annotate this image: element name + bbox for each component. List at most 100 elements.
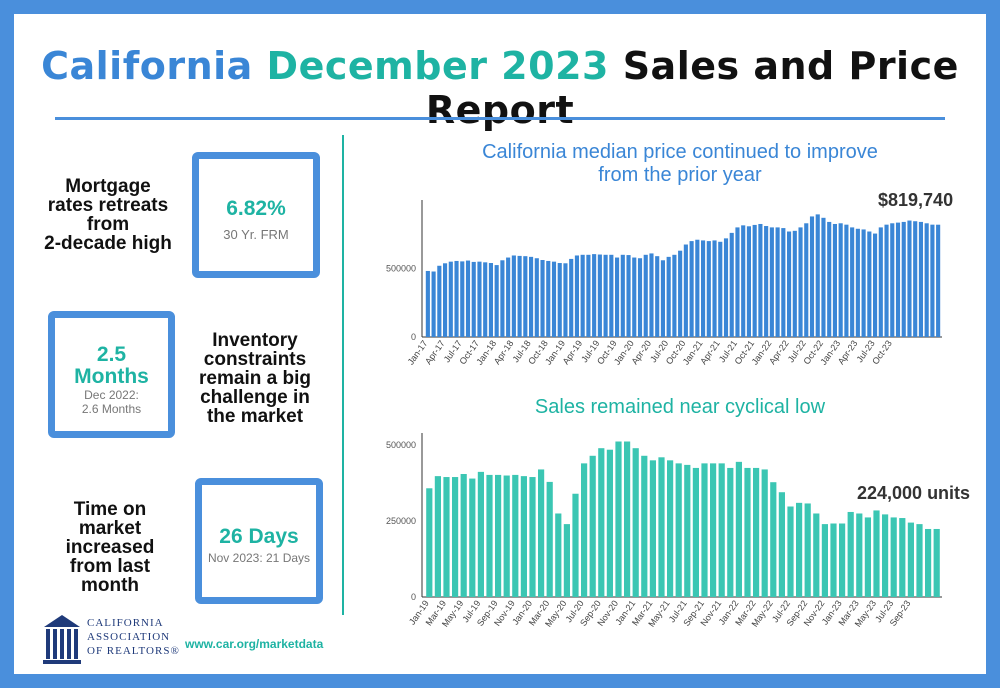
price-bar bbox=[586, 254, 591, 337]
sales-bar bbox=[460, 474, 467, 597]
sales-bar bbox=[649, 460, 656, 597]
sales-chart: 0250000500000Jan-19Mar-19May-19Jul-19Sep… bbox=[386, 433, 942, 629]
inventory-value: 2.5 bbox=[96, 343, 127, 366]
price-bar bbox=[701, 240, 706, 337]
market-data-link[interactable]: www.car.org/marketdata bbox=[185, 637, 324, 651]
price-bar bbox=[643, 254, 648, 337]
sales-bar bbox=[864, 517, 871, 597]
title-part-report: Sales and Price Report bbox=[425, 44, 959, 132]
logo-line: OF REALTORS® bbox=[87, 645, 180, 657]
sales-bar bbox=[710, 463, 717, 597]
sales-bar bbox=[520, 476, 527, 597]
sales-bar bbox=[916, 524, 923, 597]
price-bar bbox=[741, 225, 746, 337]
price-bar bbox=[712, 240, 717, 337]
inventory-sub-2: 2.6 Months bbox=[81, 402, 142, 416]
sales-bar bbox=[744, 467, 751, 597]
price-bar bbox=[695, 239, 700, 337]
mortgage-rate-sub: 30 Yr. FRM bbox=[223, 227, 289, 242]
sales-bar bbox=[546, 481, 553, 597]
price-bar bbox=[775, 227, 780, 337]
sales-bar bbox=[667, 460, 674, 597]
price-y-tick-label: 0 bbox=[411, 332, 416, 342]
price-bar bbox=[844, 224, 849, 337]
inventory-text-line: constraints bbox=[203, 349, 307, 370]
days-on-market-sub: Nov 2023: 21 Days bbox=[207, 551, 311, 565]
inventory-text-line: challenge in bbox=[200, 387, 310, 408]
sales-callout: 224,000 units bbox=[857, 483, 971, 503]
price-bar bbox=[930, 224, 935, 337]
price-bar bbox=[557, 263, 562, 337]
price-bar bbox=[861, 229, 866, 337]
price-bar bbox=[884, 224, 889, 337]
price-bar bbox=[620, 254, 625, 337]
page-title: California December 2023 Sales and Price… bbox=[0, 44, 1000, 132]
price-bar bbox=[901, 221, 906, 337]
price-y-tick-label: 500000 bbox=[386, 264, 416, 274]
sales-bar bbox=[718, 463, 725, 597]
sales-bar bbox=[434, 476, 441, 597]
time-text-line: from last bbox=[69, 556, 151, 577]
price-bar bbox=[850, 227, 855, 337]
sales-bar bbox=[890, 517, 897, 597]
inventory-sub-1: Dec 2022: bbox=[84, 388, 139, 402]
mortgage-text: Mortgage rates retreats from 2-decade hi… bbox=[38, 177, 178, 253]
time-text-line: Time on bbox=[73, 499, 147, 520]
price-bar bbox=[563, 263, 568, 337]
sales-bar bbox=[796, 502, 803, 597]
price-callout: $819,740 bbox=[878, 190, 954, 210]
price-bar bbox=[592, 254, 597, 337]
price-bar bbox=[832, 223, 837, 337]
price-bar bbox=[534, 258, 539, 337]
price-bar bbox=[477, 261, 482, 337]
sales-bar bbox=[804, 503, 811, 597]
price-bar bbox=[574, 255, 579, 337]
sales-bar bbox=[692, 467, 699, 597]
price-bar bbox=[913, 221, 918, 337]
sales-bar bbox=[839, 523, 846, 597]
price-bar bbox=[523, 256, 528, 337]
sales-bar bbox=[675, 463, 682, 597]
sales-bar bbox=[486, 474, 493, 597]
sales-chart-title: Sales remained near cyclical low bbox=[534, 396, 826, 418]
price-bar bbox=[873, 233, 878, 337]
sales-bar bbox=[555, 513, 562, 597]
sales-bar bbox=[538, 469, 545, 597]
price-bar bbox=[626, 255, 631, 337]
sales-bar bbox=[753, 467, 760, 597]
sales-bar bbox=[882, 514, 889, 597]
price-bar bbox=[494, 265, 499, 337]
sales-bar bbox=[761, 469, 768, 597]
price-bar bbox=[809, 216, 815, 337]
sales-bar bbox=[787, 506, 794, 597]
time-text: Time on market increased from last month bbox=[50, 500, 170, 595]
inventory-text-line: Inventory bbox=[212, 330, 298, 351]
car-logo-text: CALIFORNIA ASSOCIATION OF REALTORS® bbox=[87, 616, 180, 658]
price-bar bbox=[769, 227, 774, 337]
price-bar bbox=[500, 260, 505, 337]
price-bar bbox=[678, 250, 683, 337]
price-bar bbox=[632, 257, 637, 337]
price-bar bbox=[546, 260, 551, 337]
price-bar bbox=[454, 260, 459, 337]
price-chart-title-line: from the prior year bbox=[598, 164, 762, 186]
price-bar bbox=[792, 230, 797, 337]
mortgage-text-line: Mortgage bbox=[65, 176, 151, 197]
title-divider bbox=[55, 117, 945, 120]
inventory-text-line: the market bbox=[206, 406, 304, 427]
price-bar bbox=[637, 258, 643, 337]
sales-bar bbox=[933, 528, 940, 597]
sales-y-tick-label: 0 bbox=[411, 592, 416, 602]
price-bar bbox=[460, 261, 465, 337]
price-bar bbox=[878, 227, 883, 337]
price-bar bbox=[580, 254, 585, 337]
price-bar bbox=[895, 222, 901, 337]
price-bar bbox=[655, 256, 660, 337]
mortgage-text-line: from bbox=[86, 214, 130, 235]
sales-bar bbox=[735, 461, 742, 597]
logo-line: ASSOCIATION bbox=[87, 631, 171, 643]
price-bar bbox=[764, 226, 769, 337]
price-bar bbox=[425, 270, 430, 337]
price-bar bbox=[672, 254, 677, 337]
price-bar bbox=[448, 261, 453, 337]
